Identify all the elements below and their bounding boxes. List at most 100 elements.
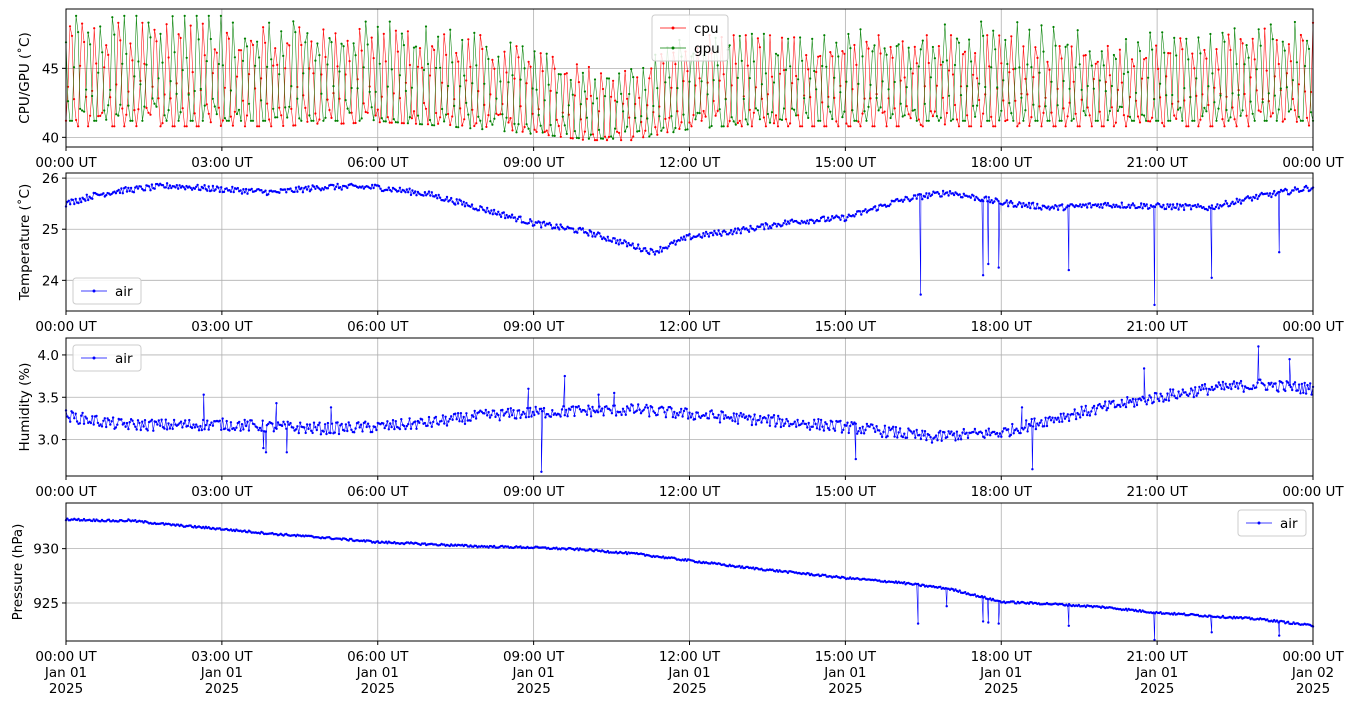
data-point — [1189, 96, 1192, 99]
data-point — [233, 110, 236, 113]
data-point — [343, 429, 346, 432]
data-point — [689, 416, 693, 419]
data-point — [509, 41, 512, 44]
data-point — [165, 23, 168, 26]
data-point — [315, 428, 318, 432]
data-point — [624, 413, 627, 416]
data-point — [842, 428, 845, 432]
data-point — [365, 425, 368, 429]
data-point — [1253, 196, 1257, 200]
data-point — [772, 122, 776, 125]
data-point — [1060, 119, 1063, 122]
data-point — [443, 120, 446, 123]
data-point — [510, 213, 514, 216]
x-tick-label: 15:00 UT — [815, 484, 877, 500]
data-point — [581, 138, 585, 141]
data-point — [998, 119, 1001, 122]
data-point — [400, 32, 403, 35]
data-point — [165, 428, 169, 431]
data-point — [172, 418, 176, 422]
data-point — [102, 192, 105, 195]
data-point — [650, 248, 654, 251]
data-point — [1287, 110, 1290, 113]
y-axis-label: Humidity (%) — [17, 363, 33, 452]
data-point — [308, 114, 311, 117]
data-point — [726, 125, 729, 128]
data-point — [344, 99, 347, 102]
data-point — [1060, 57, 1063, 60]
data-point — [103, 66, 106, 69]
data-point — [1203, 383, 1207, 386]
data-point — [479, 119, 482, 122]
data-point — [344, 423, 348, 426]
data-point — [1055, 418, 1058, 421]
data-point — [1293, 381, 1297, 384]
data-point — [121, 192, 125, 195]
data-point — [626, 97, 629, 100]
data-point — [1084, 203, 1088, 206]
data-point — [239, 189, 242, 192]
data-point — [1278, 634, 1281, 637]
data-point — [1167, 399, 1171, 402]
data-point — [205, 103, 208, 106]
data-point — [671, 415, 675, 419]
data-point — [1293, 109, 1296, 112]
data-point — [348, 424, 352, 427]
data-point — [843, 52, 846, 55]
data-point — [1209, 32, 1212, 36]
data-point — [1115, 405, 1118, 408]
data-point — [1018, 66, 1021, 69]
data-point — [382, 32, 385, 36]
data-point — [445, 53, 448, 57]
data-point — [138, 421, 141, 425]
data-point — [1197, 125, 1200, 128]
data-point — [186, 424, 190, 428]
data-point — [547, 134, 550, 137]
data-point — [893, 107, 896, 110]
data-point — [1159, 82, 1162, 85]
data-point — [542, 406, 546, 410]
data-point — [707, 235, 711, 238]
data-point — [408, 63, 411, 67]
data-point — [1306, 383, 1309, 387]
data-point — [410, 117, 413, 120]
data-point — [285, 427, 288, 430]
data-point — [860, 213, 863, 216]
data-point — [517, 56, 520, 59]
data-point — [664, 117, 667, 120]
data-point — [1270, 381, 1273, 384]
data-point — [662, 555, 665, 558]
data-point — [613, 404, 616, 407]
data-point — [1278, 190, 1281, 194]
data-point — [837, 216, 841, 219]
data-point — [1267, 92, 1270, 95]
data-point — [1074, 66, 1077, 69]
data-point — [612, 137, 615, 140]
data-point — [336, 65, 339, 68]
data-point — [883, 47, 886, 50]
data-point — [428, 118, 432, 122]
data-point — [694, 84, 697, 87]
data-point — [210, 189, 213, 192]
data-point — [1291, 622, 1294, 626]
data-point — [966, 436, 970, 440]
data-point — [753, 413, 756, 416]
data-point — [702, 232, 705, 235]
data-point — [730, 84, 733, 87]
data-point — [1228, 383, 1232, 386]
data-point — [781, 418, 784, 421]
data-point — [245, 114, 249, 117]
data-point — [459, 85, 462, 88]
data-point — [761, 223, 765, 226]
data-point — [667, 245, 670, 248]
data-point — [823, 125, 826, 128]
data-point — [913, 108, 916, 111]
data-point — [296, 97, 299, 100]
x-tick-label: 00:00 UT — [1282, 155, 1344, 171]
data-point — [811, 37, 814, 41]
data-point — [1067, 268, 1071, 272]
data-point — [861, 112, 864, 115]
data-point — [494, 415, 497, 419]
data-point — [1050, 80, 1053, 83]
data-point — [420, 66, 424, 69]
